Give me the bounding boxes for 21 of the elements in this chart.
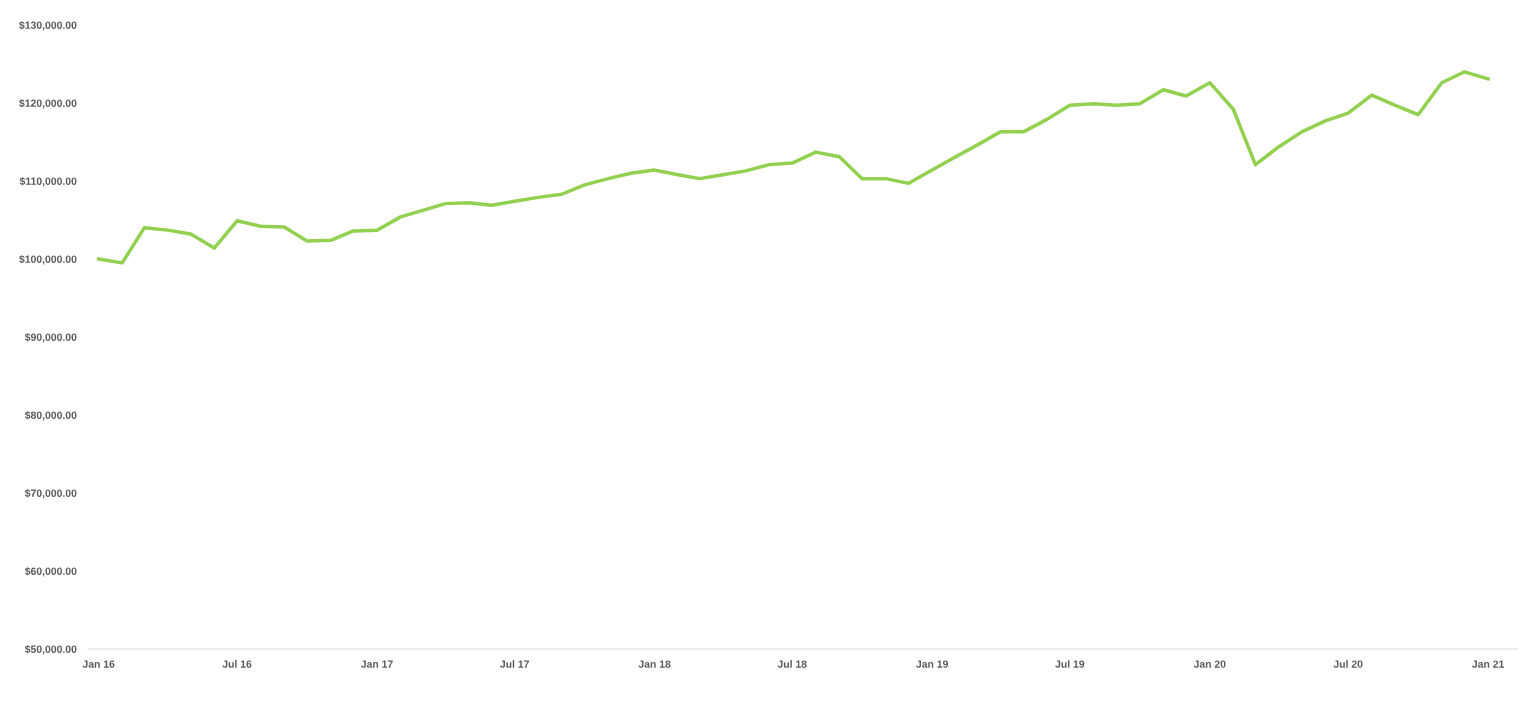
x-tick-label: Jan 20 [1193,660,1226,668]
x-tick-label: Jul 20 [1333,660,1363,668]
x-tick-label: Jan 16 [82,660,115,668]
x-tick-label: Jul 16 [222,660,252,668]
x-tick-label: Jan 21 [1472,660,1505,668]
line-series [96,70,1490,265]
x-tick-label: Jul 17 [500,660,529,668]
y-tick-label: $50,000.00 [24,645,77,655]
y-tick-label: $90,000.00 [24,333,77,343]
y-tick-label: $110,000.00 [19,177,77,187]
y-tick-label: $120,000.00 [19,99,77,109]
x-tick-label: Jul 18 [777,660,807,668]
x-tick-label: Jan 17 [360,660,393,668]
x-tick-label: Jan 18 [638,660,671,668]
x-tick-label: Jan 19 [916,660,948,668]
y-tick-label: $130,000.00 [19,21,77,31]
y-tick-label: $80,000.00 [24,411,77,421]
y-tick-label: $70,000.00 [24,489,77,499]
x-tick-label: Jul 19 [1055,660,1085,668]
y-tick-label: $100,000.00 [19,255,77,265]
y-tick-label: $60,000.00 [24,567,77,577]
